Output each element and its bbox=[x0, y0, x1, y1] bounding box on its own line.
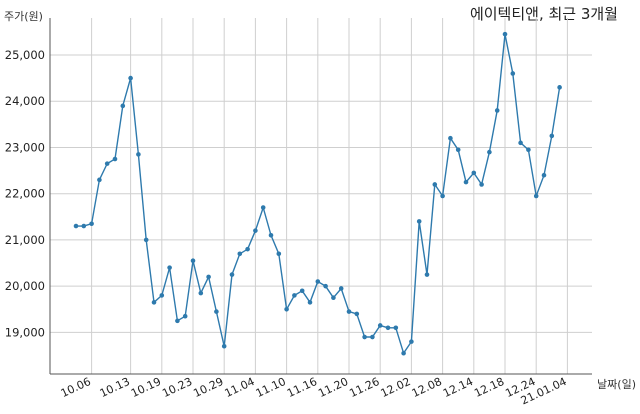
data-point bbox=[284, 306, 289, 312]
data-point bbox=[331, 295, 336, 301]
data-point bbox=[362, 334, 367, 340]
data-point bbox=[190, 258, 196, 264]
data-point bbox=[455, 147, 461, 153]
data-point bbox=[221, 343, 227, 349]
data-point bbox=[175, 318, 180, 324]
y-tick-label: 21,000 bbox=[5, 233, 45, 247]
x-tick-label: 12.14 bbox=[441, 375, 475, 400]
data-point bbox=[432, 182, 438, 187]
x-tick-label: 10.29 bbox=[191, 375, 225, 400]
data-point bbox=[385, 325, 391, 331]
data-point bbox=[502, 31, 508, 37]
chart-title: 에이텍티앤, 최근 3개월 bbox=[469, 5, 618, 23]
data-point bbox=[128, 75, 133, 81]
x-tick-label: 12.18 bbox=[472, 375, 506, 400]
data-point bbox=[526, 147, 531, 153]
data-point bbox=[97, 177, 102, 183]
x-tick-label: 10.19 bbox=[129, 375, 163, 400]
data-point bbox=[463, 179, 469, 185]
x-tick-label: 12.02 bbox=[379, 375, 413, 400]
data-point bbox=[424, 272, 430, 277]
x-tick-label: 11.26 bbox=[347, 375, 381, 400]
x-tick-label: 11.04 bbox=[223, 375, 257, 400]
data-point bbox=[73, 223, 79, 229]
data-point bbox=[401, 350, 406, 356]
data-point bbox=[120, 103, 126, 109]
data-point bbox=[448, 135, 453, 141]
data-point bbox=[518, 140, 523, 146]
data-point bbox=[440, 193, 445, 199]
x-axis-label: 날짜(일) bbox=[597, 378, 636, 391]
data-point bbox=[307, 300, 313, 305]
y-tick-label: 25,000 bbox=[5, 48, 45, 62]
data-point bbox=[409, 339, 414, 344]
data-point bbox=[89, 221, 94, 227]
data-point bbox=[549, 133, 555, 139]
data-point bbox=[237, 251, 243, 257]
data-point bbox=[268, 232, 274, 238]
data-point bbox=[182, 313, 188, 319]
data-point bbox=[346, 309, 352, 314]
y-tick-label: 24,000 bbox=[5, 94, 45, 108]
data-point bbox=[487, 149, 492, 155]
data-point bbox=[338, 286, 344, 291]
data-point bbox=[315, 279, 321, 284]
data-point bbox=[370, 334, 375, 340]
data-point bbox=[245, 246, 250, 252]
data-point bbox=[143, 237, 149, 243]
x-tick-label: 10.23 bbox=[160, 375, 194, 400]
x-tick-label: 11.20 bbox=[316, 375, 350, 400]
data-point bbox=[214, 309, 219, 314]
x-tick-label: 10.13 bbox=[98, 375, 132, 400]
data-point bbox=[229, 272, 235, 277]
y-tick-label: 20,000 bbox=[5, 279, 45, 293]
data-point bbox=[541, 172, 547, 178]
data-point bbox=[557, 85, 562, 90]
data-point bbox=[377, 323, 383, 328]
data-point bbox=[299, 288, 305, 294]
data-point bbox=[533, 193, 539, 199]
data-point bbox=[393, 325, 399, 331]
data-point bbox=[206, 274, 211, 280]
data-point bbox=[276, 251, 282, 257]
x-tick-label: 11.16 bbox=[285, 375, 319, 400]
data-point bbox=[151, 300, 157, 305]
data-point bbox=[81, 223, 87, 229]
data-point bbox=[198, 290, 204, 296]
y-axis-label: 주가(원) bbox=[4, 10, 43, 23]
data-point bbox=[323, 283, 328, 289]
x-tick-label: 11.10 bbox=[254, 375, 288, 400]
data-point bbox=[112, 156, 118, 162]
y-tick-label: 23,000 bbox=[5, 140, 45, 154]
data-point bbox=[167, 265, 172, 270]
data-point bbox=[136, 152, 141, 157]
data-point bbox=[253, 228, 258, 233]
data-point bbox=[510, 71, 516, 76]
data-point bbox=[260, 205, 266, 210]
y-tick-label: 19,000 bbox=[5, 325, 45, 339]
x-tick-label: 12.08 bbox=[410, 375, 444, 400]
data-point bbox=[292, 293, 297, 298]
data-point bbox=[494, 108, 500, 113]
data-point bbox=[416, 219, 422, 224]
data-point bbox=[471, 170, 477, 176]
data-point bbox=[479, 182, 484, 187]
x-tick-label: 10.06 bbox=[59, 375, 93, 400]
data-point bbox=[354, 311, 360, 317]
y-tick-label: 22,000 bbox=[5, 187, 45, 201]
data-point bbox=[104, 161, 110, 166]
data-point bbox=[159, 293, 165, 298]
